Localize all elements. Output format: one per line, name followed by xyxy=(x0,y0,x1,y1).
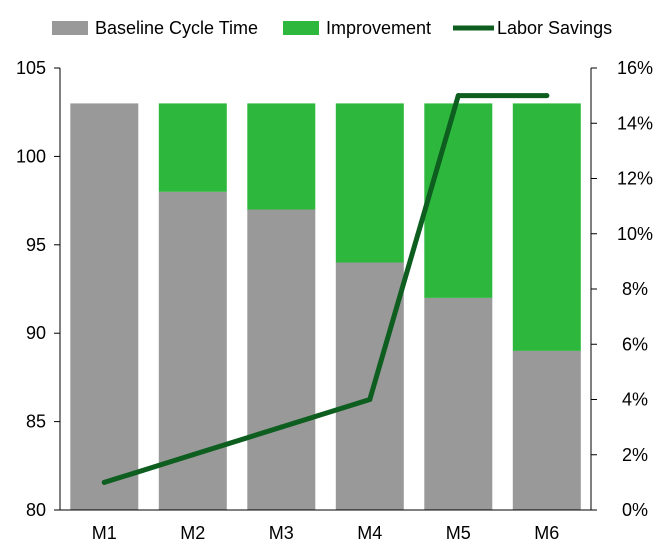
bar-baseline-m5 xyxy=(424,297,493,510)
x-tick-label-m1: M1 xyxy=(92,523,117,543)
bar-improvement-m6 xyxy=(512,103,581,351)
left-tick-label: 95 xyxy=(26,235,46,255)
bar-baseline-m1 xyxy=(70,103,139,511)
bar-improvement-m4 xyxy=(335,103,404,263)
x-tick-label-m5: M5 xyxy=(446,523,471,543)
left-tick-label: 105 xyxy=(16,58,46,78)
right-tick-label: 14% xyxy=(617,113,653,133)
left-tick-label: 85 xyxy=(26,412,46,432)
bar-baseline-m6 xyxy=(512,350,581,510)
left-tick-label: 80 xyxy=(26,500,46,520)
x-tick-label-m2: M2 xyxy=(180,523,205,543)
point-labor-savings-m4 xyxy=(367,397,373,402)
line-layer xyxy=(101,93,550,485)
legend-label-baseline: Baseline Cycle Time xyxy=(95,18,258,38)
bars-layer xyxy=(70,103,581,511)
legend: Baseline Cycle Time Improvement Labor Sa… xyxy=(52,18,612,38)
right-tick-label: 8% xyxy=(622,279,648,299)
left-tick-label: 90 xyxy=(26,323,46,343)
bar-improvement-m3 xyxy=(247,103,316,210)
point-labor-savings-m6 xyxy=(544,93,550,99)
x-tick-label-m3: M3 xyxy=(269,523,294,543)
line-labor-savings xyxy=(101,93,550,485)
bar-improvement-m2 xyxy=(158,103,227,192)
axes-layer xyxy=(59,68,592,511)
bar-baseline-m4 xyxy=(335,262,404,510)
point-labor-savings-m1 xyxy=(101,479,107,485)
bar-improvement-m5 xyxy=(424,103,493,298)
legend-label-improvement: Improvement xyxy=(326,18,431,38)
point-labor-savings-m5 xyxy=(455,93,461,99)
bar-baseline-m3 xyxy=(247,209,316,510)
x-tick-label-m6: M6 xyxy=(534,523,559,543)
right-tick-label: 4% xyxy=(622,390,648,410)
legend-label-labor-savings: Labor Savings xyxy=(497,18,612,38)
right-tick-label: 0% xyxy=(622,500,648,520)
right-tick-label: 2% xyxy=(622,445,648,465)
right-tick-label: 16% xyxy=(617,58,653,78)
right-tick-label: 6% xyxy=(622,334,648,354)
point-labor-savings-m3 xyxy=(278,424,284,430)
legend-swatch-baseline xyxy=(52,21,88,35)
right-tick-label: 10% xyxy=(617,224,653,244)
ticks-layer: 80 85 90 95 100 105 0% 2% 4% 6% 8% 10% 12% 14% 16% M1 M2… xyxy=(16,58,653,543)
x-tick-label-m4: M4 xyxy=(357,523,382,543)
point-labor-savings-m2 xyxy=(190,452,196,458)
left-tick-label: 100 xyxy=(16,146,46,166)
legend-swatch-improvement xyxy=(283,21,319,35)
right-tick-label: 12% xyxy=(617,169,653,189)
